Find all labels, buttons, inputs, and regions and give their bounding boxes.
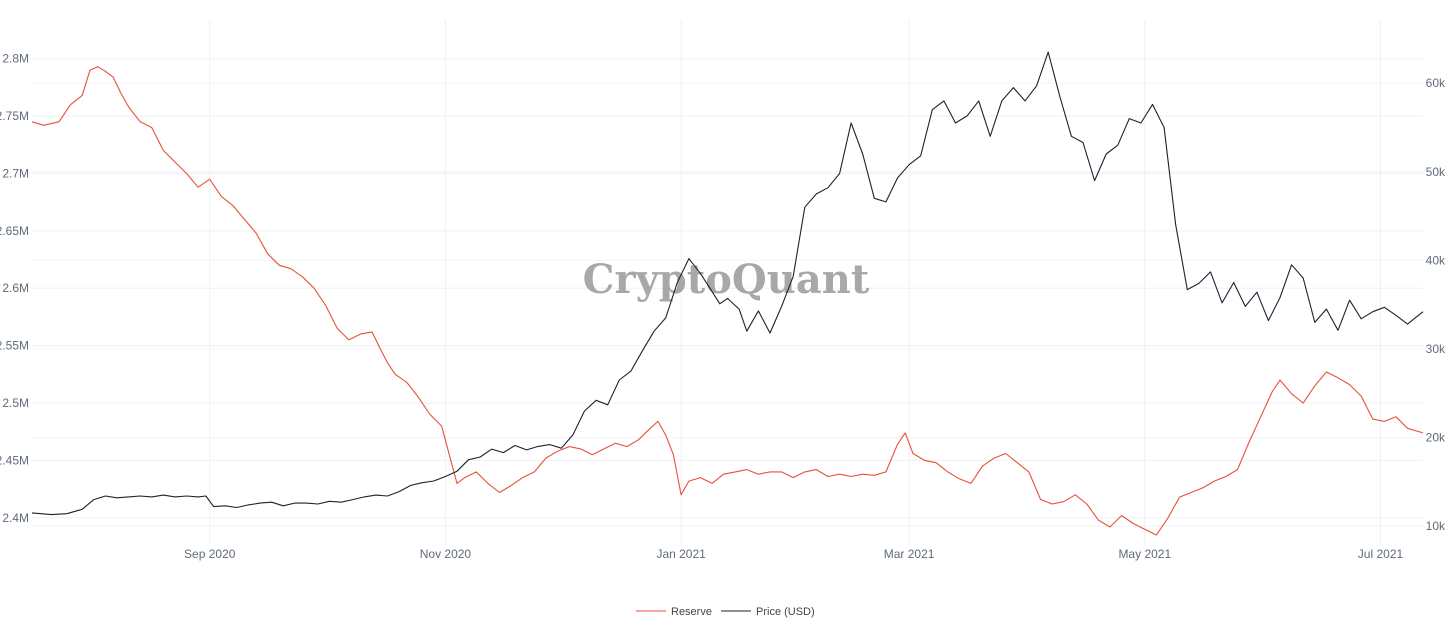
y-left-tick-label: 2.55M	[0, 339, 29, 353]
series-line-reserve[interactable]	[31, 66, 1424, 536]
legend-label-price[interactable]: Price (USD)	[756, 606, 815, 618]
x-tick-label: Nov 2020	[420, 547, 472, 561]
y-left-tick-label: 2.45M	[0, 453, 29, 467]
y-left-tick-label: 2.4M	[2, 511, 29, 525]
y-right-tick-label: 40k	[1426, 253, 1446, 267]
series-layer	[31, 51, 1424, 536]
legend: Reserve Price (USD)	[636, 606, 815, 618]
axes: 2.4M 2.45M 2.5M 2.55M 2.6M 2.65M 2.7M 2.75M 2.8M…	[0, 52, 1446, 561]
y-right-tick-label: 30k	[1426, 342, 1446, 356]
gridlines	[32, 20, 1423, 545]
x-tick-label: May 2021	[1118, 547, 1171, 561]
x-tick-label: Jul 2021	[1358, 547, 1404, 561]
watermark-logo: CryptoQuant	[583, 256, 870, 303]
y-right-tick-label: 50k	[1426, 165, 1446, 179]
x-tick-label: Jan 2021	[656, 547, 706, 561]
y-left-tick-label: 2.5M	[2, 396, 29, 410]
y-left-tick-label: 2.65M	[0, 224, 29, 238]
y-left-tick-label: 2.75M	[0, 109, 29, 123]
legend-label-reserve[interactable]: Reserve	[671, 606, 712, 618]
series-line-price[interactable]	[31, 51, 1424, 516]
y-right-tick-label: 10k	[1426, 519, 1446, 533]
y-right-tick-label: 20k	[1426, 431, 1446, 445]
y-left-tick-label: 2.6M	[2, 281, 29, 295]
y-left-tick-label: 2.8M	[2, 52, 29, 66]
x-tick-label: Mar 2021	[884, 547, 935, 561]
y-left-tick-label: 2.7M	[2, 166, 29, 180]
y-right-tick-label: 60k	[1426, 76, 1446, 90]
x-tick-label: Sep 2020	[184, 547, 236, 561]
